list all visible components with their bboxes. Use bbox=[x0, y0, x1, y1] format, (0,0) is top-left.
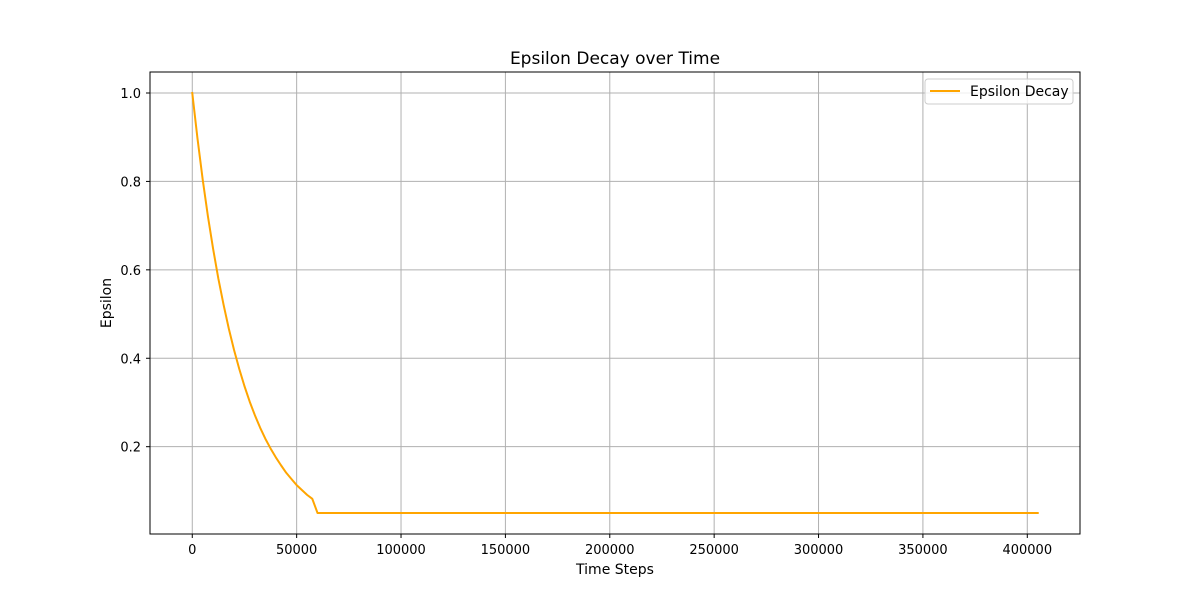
y-tick-label: 0.4 bbox=[120, 352, 141, 367]
plot-frame bbox=[149, 71, 1081, 535]
x-tick-label: 200000 bbox=[585, 543, 635, 558]
y-tick-label: 0.2 bbox=[120, 441, 141, 456]
grid bbox=[150, 72, 1080, 534]
legend: Epsilon Decay bbox=[924, 78, 1074, 105]
y-axis-label: Epsilon bbox=[99, 278, 115, 328]
legend-label: Epsilon Decay bbox=[970, 84, 1069, 100]
legend-box bbox=[924, 78, 1074, 105]
x-tick-label: 0 bbox=[188, 543, 196, 558]
x-tick-label: 150000 bbox=[481, 543, 531, 558]
x-axis-label: Time Steps bbox=[575, 562, 654, 578]
y-tick-label: 0.8 bbox=[120, 175, 141, 190]
x-tick-label: 250000 bbox=[689, 543, 739, 558]
x-tick-label: 100000 bbox=[376, 543, 426, 558]
series-layer bbox=[191, 91, 1039, 514]
x-tick-label: 400000 bbox=[1002, 543, 1052, 558]
x-tick-label: 300000 bbox=[794, 543, 844, 558]
x-tick-label: 350000 bbox=[898, 543, 948, 558]
series-line-epsilon-decay bbox=[191, 91, 1039, 514]
y-tick-label: 0.6 bbox=[120, 264, 141, 279]
x-tick-label: 50000 bbox=[276, 543, 317, 558]
chart-title: Epsilon Decay over Time bbox=[510, 49, 720, 69]
x-axis-ticks: 0 50000 100000 150000 200000 250000 300000 3500… bbox=[188, 534, 1052, 558]
y-axis-ticks: 0.2 0.4 0.6 0.8 1.0 bbox=[120, 87, 150, 456]
y-tick-label: 1.0 bbox=[120, 87, 141, 102]
